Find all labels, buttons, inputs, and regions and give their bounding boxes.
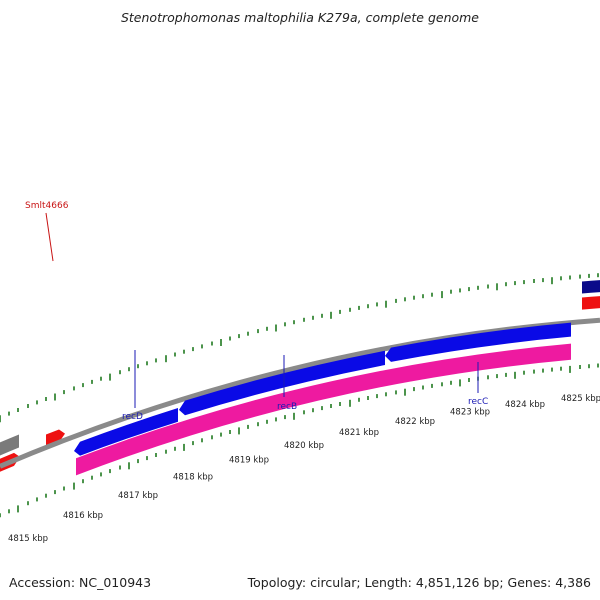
ruler-label: 4818 kbp: [173, 472, 213, 482]
recC-cds-arrow: [385, 322, 571, 362]
ruler-label: 4825 kbp: [561, 394, 600, 404]
ruler-label: 4817 kbp: [118, 491, 158, 501]
reverse-cds-block: [582, 296, 600, 310]
gene-label: Smlt4666: [25, 201, 69, 211]
gene-labels: Smlt4666 recD recB recC: [25, 201, 488, 422]
ruler-label: 4821 kbp: [339, 428, 379, 438]
accession-label: Accession: NC_010943: [9, 575, 152, 590]
feature-track: [0, 280, 600, 476]
ruler-label: 4823 kbp: [450, 408, 490, 418]
ruler-label: 4824 kbp: [505, 400, 545, 410]
ruler-label: 4820 kbp: [284, 441, 324, 451]
ruler-label: 4822 kbp: [395, 417, 435, 427]
ruler-labels: 4815 kbp 4816 kbp 4817 kbp 4818 kbp 4819 kbp…: [8, 394, 600, 544]
map-title: Stenotrophomonas maltophilia K279a, comp…: [120, 10, 480, 25]
gene-bar: [76, 343, 571, 476]
ruler-label: 4815 kbp: [8, 534, 48, 544]
recD-cds-arrow: [74, 408, 178, 456]
gene-label-leader: [45, 212, 54, 262]
gene-label: recB: [277, 402, 297, 412]
gene-label: recD: [122, 412, 143, 422]
dark-cds-block: [582, 280, 600, 294]
recB-cds-arrow: [179, 350, 385, 416]
ruler-label: 4819 kbp: [229, 455, 269, 465]
genome-summary: Topology: circular; Length: 4,851,126 bp…: [247, 575, 591, 590]
gene-label: recC: [468, 397, 488, 407]
inner-tick-marks: [0, 363, 599, 518]
outer-tick-marks: [0, 273, 599, 423]
ruler-label: 4816 kbp: [63, 511, 103, 521]
grey-cds-block: [0, 434, 19, 456]
